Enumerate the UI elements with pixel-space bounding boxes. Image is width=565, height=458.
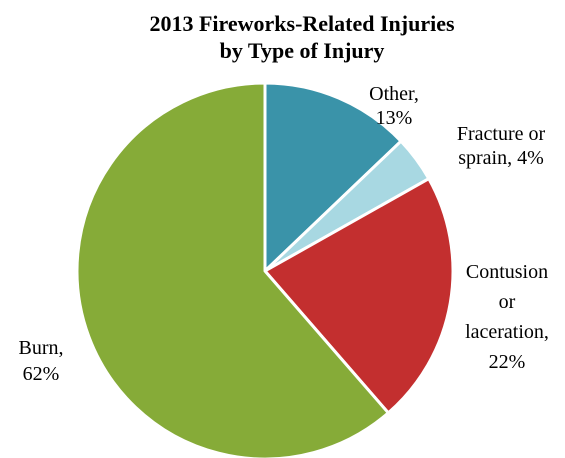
pie-slice-labels: Other, 13% Fracture or sprain, 4% Contusion o… — [19, 83, 549, 385]
pie-slices — [75, 81, 455, 458]
pie-label-line: 62% — [23, 363, 60, 385]
pie-label-line: Fracture or — [457, 123, 546, 145]
pie-label-line: laceration, — [465, 321, 549, 343]
pie-slice-other — [263, 81, 403, 273]
chart-title-line-2: by Type of Injury — [220, 38, 385, 63]
pie-label-line: Other, — [369, 83, 419, 105]
pie-label-fracture-or-sprain: Fracture or sprain, 4% — [457, 123, 546, 169]
chart-title-line-1: 2013 Fireworks-Related Injuries — [149, 11, 455, 36]
pie-label-burn: Burn, 62% — [19, 337, 64, 385]
pie-label-line: sprain, 4% — [458, 147, 544, 169]
pie-label-other: Other, 13% — [369, 83, 419, 129]
pie-label-line: 13% — [376, 107, 413, 129]
pie-slice-burn — [75, 81, 390, 458]
pie-label-line: 22% — [489, 351, 526, 373]
pie-label-line: Contusion — [466, 261, 548, 283]
pie-label-line: Burn, — [19, 337, 64, 359]
pie-label-contusion-or-laceration: Contusion or laceration, 22% — [465, 261, 549, 373]
pie-slice-contusion-or-laceration — [263, 177, 455, 415]
pie-label-line: or — [499, 291, 516, 313]
